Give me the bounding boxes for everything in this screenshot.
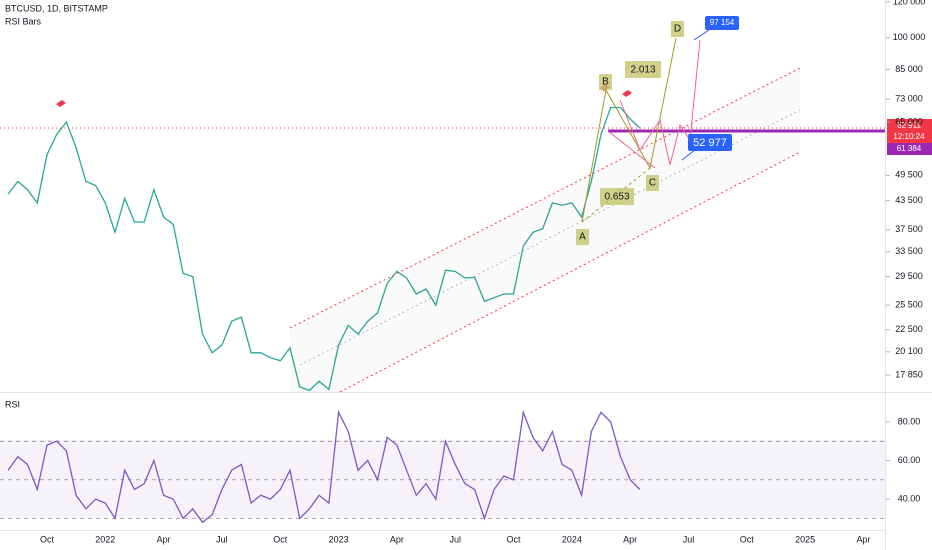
y-tick-label: 29 500 — [895, 271, 923, 281]
y-tick-label: 25 500 — [895, 300, 923, 310]
indicator-title: RSI Bars — [5, 16, 42, 26]
point-label: B — [602, 77, 609, 88]
level-price: 61 384 — [897, 144, 922, 153]
target-tag — [688, 134, 732, 151]
channel-mid — [299, 109, 801, 366]
x-tick-label: 2023 — [329, 534, 349, 544]
y-tick-label: 49 500 — [895, 170, 923, 180]
x-tick-label: Oct — [40, 534, 55, 544]
point-label: A — [579, 232, 586, 243]
y-tick-label: 65 000 — [895, 116, 923, 126]
abcd-pattern — [581, 37, 677, 223]
symbol-title: BTCUSD, 1D, BITSTAMP — [5, 3, 108, 13]
x-tick-label: Oct — [273, 534, 288, 544]
target-label: 52 977 — [693, 137, 727, 149]
x-tick-label: 2024 — [562, 534, 582, 544]
ratio-box — [625, 61, 661, 78]
point-box — [646, 175, 659, 191]
y-tick-label: 40.00 — [898, 494, 921, 504]
point-label: C — [649, 178, 656, 189]
y-tick-label: 73 000 — [895, 94, 923, 104]
y-tick-label: 43 500 — [895, 195, 923, 205]
x-tick-label: Jul — [683, 534, 695, 544]
series-line — [7, 409, 641, 524]
y-tick-label: 37 500 — [895, 224, 923, 234]
y-tick-label: 80.00 — [898, 416, 921, 426]
x-tick-label: Jul — [449, 534, 461, 544]
x-tick-label: Apr — [157, 534, 171, 544]
point-label: D — [674, 24, 681, 35]
target-tag — [705, 16, 739, 30]
last-price-tag — [887, 119, 932, 143]
channel-fill — [290, 68, 800, 392]
point-box — [576, 229, 589, 245]
countdown: 12:10:24 — [893, 132, 925, 141]
point-box — [599, 74, 612, 90]
projection-leg — [607, 130, 656, 169]
y-tick-label: 22 500 — [895, 324, 923, 334]
x-tick-label: Oct — [507, 534, 522, 544]
x-tick-label: Apr — [856, 534, 870, 544]
y-tick-label: 100 000 — [893, 32, 926, 42]
channel-lower — [339, 151, 801, 393]
series-line — [7, 106, 641, 392]
ratio-label: 0.653 — [604, 192, 629, 203]
ratio-label: 2.013 — [630, 65, 655, 76]
target-label: 97 154 — [710, 18, 735, 27]
y-tick-label: 85 000 — [895, 64, 923, 74]
drawings — [0, 27, 885, 393]
y-tick-label: 17 850 — [895, 369, 923, 379]
x-tick-label: 2025 — [795, 534, 815, 544]
y-tick-label: 33 500 — [895, 246, 923, 256]
rsi-title: RSI — [5, 399, 20, 409]
y-tick-label: 20 100 — [895, 346, 923, 356]
last-price: 62 911 — [897, 121, 921, 130]
y-tick-label: 60.00 — [898, 455, 921, 465]
rsi-band — [0, 440, 885, 518]
x-tick-label: Apr — [390, 534, 404, 544]
level-tag — [887, 143, 932, 155]
point-box — [671, 21, 684, 37]
x-tick-label: 2022 — [95, 534, 115, 544]
x-tick-label: Jul — [216, 534, 228, 544]
ratio-box — [600, 188, 634, 205]
channel-upper — [289, 67, 801, 329]
x-tick-label: Oct — [740, 534, 755, 544]
x-tick-label: Apr — [623, 534, 637, 544]
y-tick-label: 120 000 — [893, 0, 926, 6]
